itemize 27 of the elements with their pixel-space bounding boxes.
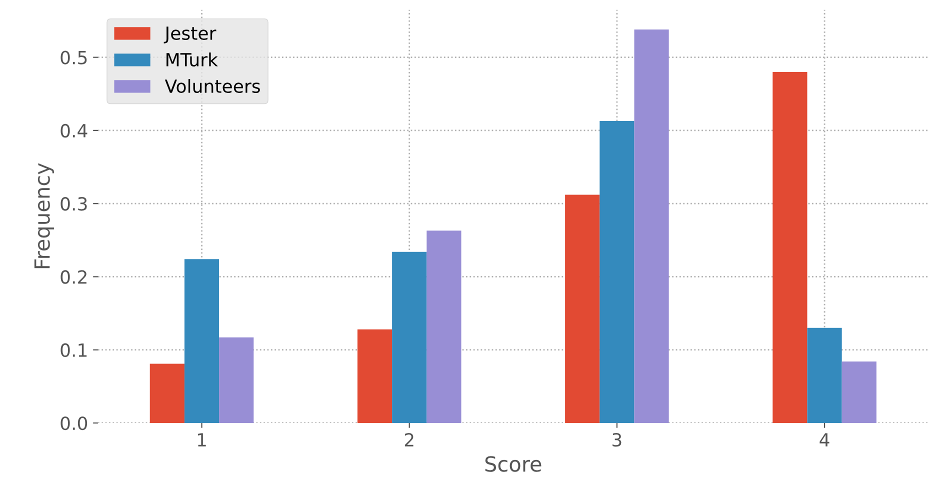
- bar: [357, 329, 392, 423]
- bar: [184, 259, 220, 423]
- bar: [807, 328, 842, 423]
- y-tick-label: 0.0: [60, 416, 88, 430]
- bar: [772, 72, 808, 423]
- x-tick-label: 1: [198, 433, 206, 446]
- bar: [219, 337, 254, 423]
- bar: [842, 362, 876, 423]
- bar: [565, 194, 600, 423]
- bar: [634, 30, 669, 423]
- bar: [150, 364, 184, 423]
- bar: [392, 252, 427, 423]
- y-tick-label: 0.2: [60, 270, 86, 284]
- x-tick-label: 2: [404, 433, 414, 446]
- y-tick-label: 0.4: [60, 124, 88, 138]
- bar: [600, 120, 634, 423]
- legend-label: Jester: [164, 26, 216, 44]
- x-tick-label: 4: [820, 433, 830, 446]
- y-tick-label: 0.5: [60, 50, 87, 64]
- y-axis-title: Frequency: [34, 163, 54, 268]
- legend-label: MTurk: [166, 52, 218, 67]
- x-axis-title: Score: [485, 456, 542, 472]
- legend-label: Volunteers: [164, 79, 260, 94]
- y-tick-label: 0.1: [60, 343, 87, 357]
- bar: [426, 230, 462, 423]
- y-tick-label: 0.3: [60, 197, 87, 211]
- x-tick-label: 3: [612, 433, 622, 447]
